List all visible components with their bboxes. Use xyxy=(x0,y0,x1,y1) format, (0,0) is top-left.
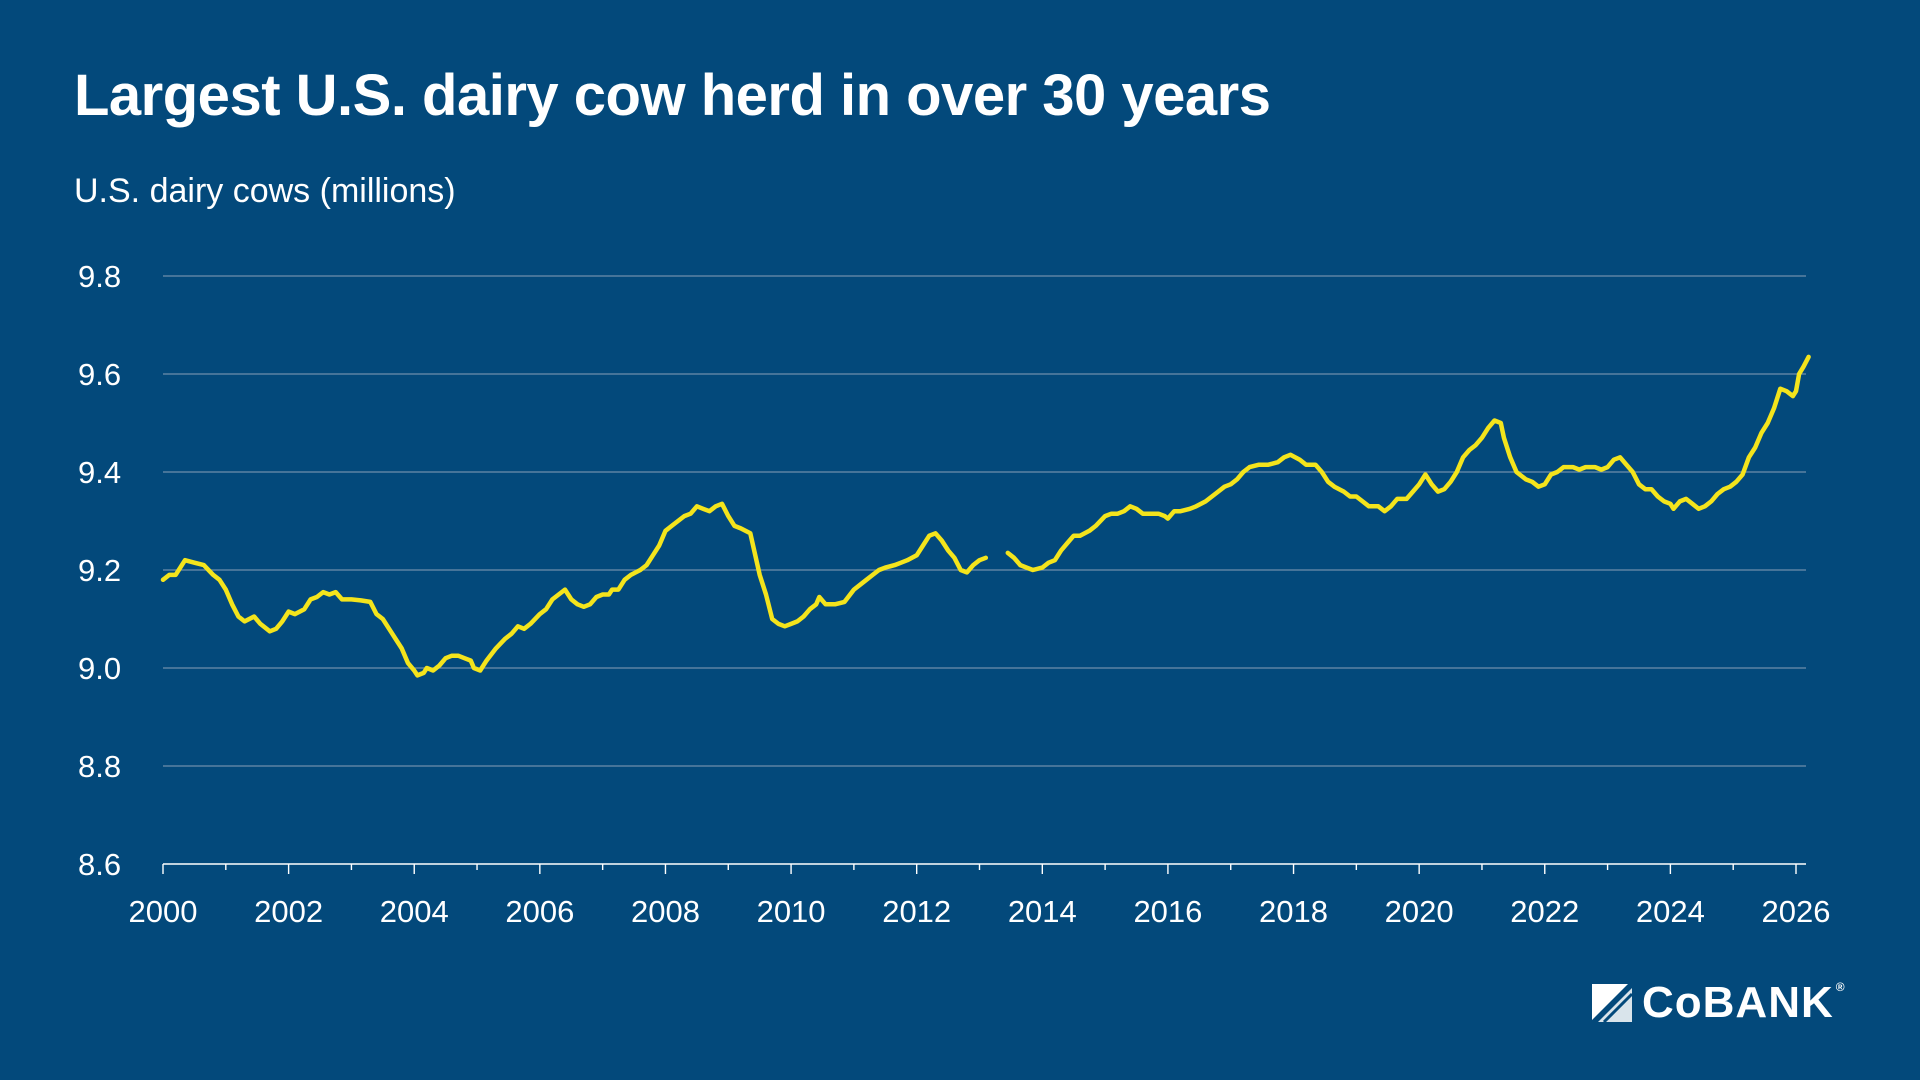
x-tick-label: 2006 xyxy=(505,894,574,929)
series-line xyxy=(160,501,989,678)
y-tick-label: 8.8 xyxy=(78,749,121,784)
x-tick-label: 2020 xyxy=(1385,894,1454,929)
cobank-logo-text: CoBANK ® xyxy=(1642,978,1846,1027)
x-tick-label: 2012 xyxy=(882,894,951,929)
chart-title: Largest U.S. dairy cow herd in over 30 y… xyxy=(74,63,1271,128)
x-tick-label: 2004 xyxy=(380,894,449,929)
y-tick-label: 9.6 xyxy=(78,357,121,392)
x-tick-label: 2000 xyxy=(129,894,198,929)
y-tick-label: 9.8 xyxy=(78,259,121,294)
x-tick-label: 2010 xyxy=(757,894,826,929)
x-tick-label: 2022 xyxy=(1510,894,1579,929)
y-tick-label: 9.4 xyxy=(78,455,121,490)
y-tick-label: 9.2 xyxy=(78,553,121,588)
x-tick-label: 2024 xyxy=(1636,894,1705,929)
x-tick-label: 2018 xyxy=(1259,894,1328,929)
x-axis-ticks: 2000 2002 2004 2006 2008 2010 2012 2014 2016 2018… xyxy=(129,864,1831,929)
x-tick-label: 2026 xyxy=(1762,894,1831,929)
series-line xyxy=(1005,354,1811,573)
grid-lines xyxy=(163,275,1806,767)
cobank-logo-mark-icon xyxy=(1592,984,1634,1024)
series-lines xyxy=(160,354,1811,678)
y-tick-label: 9.0 xyxy=(78,651,121,686)
x-tick-label: 2002 xyxy=(254,894,323,929)
x-tick-label: 2008 xyxy=(631,894,700,929)
y-axis-label: U.S. dairy cows (millions) xyxy=(74,172,456,210)
y-axis-ticks: 8.6 8.8 9.0 9.2 9.4 9.6 9.8 xyxy=(78,259,121,882)
y-tick-label: 8.6 xyxy=(78,847,121,882)
cobank-logo: CoBANK ® xyxy=(1590,978,1846,1028)
x-tick-label: 2016 xyxy=(1133,894,1202,929)
x-tick-label: 2014 xyxy=(1008,894,1077,929)
